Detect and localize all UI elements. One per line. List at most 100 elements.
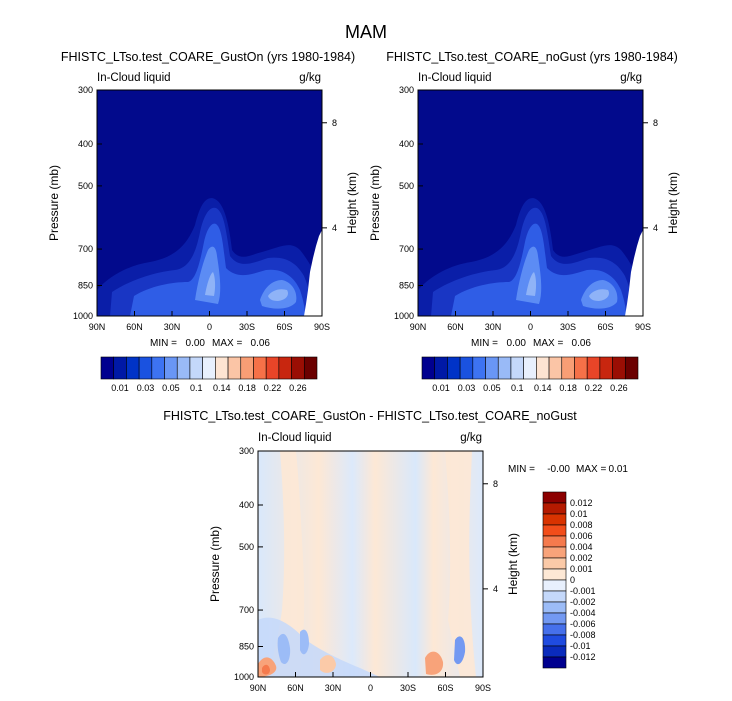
colorbar-box xyxy=(542,568,567,581)
y-tick-label: 300 xyxy=(78,85,93,95)
x-tick-label: 30N xyxy=(164,322,181,332)
y2-tick-label: 4 xyxy=(493,584,498,594)
colorbar-label: -0.006 xyxy=(570,619,596,629)
y-tick-label: 500 xyxy=(239,542,254,552)
y2-axis-label: Height (km) xyxy=(666,172,680,234)
colorbar-box xyxy=(542,579,567,592)
y-tick-label: 850 xyxy=(239,641,254,651)
colorbar-box xyxy=(510,356,524,380)
colorbar-box xyxy=(561,356,575,380)
colorbar-box xyxy=(548,356,563,380)
x-tick-label: 90N xyxy=(89,322,106,332)
colorbar-label: 0.22 xyxy=(585,383,603,393)
colorbar-box xyxy=(202,356,216,380)
contour-level-5 xyxy=(205,272,288,301)
x-tick-label: 30S xyxy=(560,322,576,332)
colorbar-label: -0.01 xyxy=(570,641,591,651)
positive-patch xyxy=(268,451,305,677)
height-axis: 84 xyxy=(483,479,498,594)
y-tick-label: 1000 xyxy=(394,311,414,321)
colorbar-label: -0.004 xyxy=(570,608,596,618)
y-tick-label: 500 xyxy=(399,181,414,191)
colorbar-box xyxy=(189,356,203,380)
colorbar-label: 0.26 xyxy=(610,383,628,393)
pressure-axis: 300 400 500 700 850 1000 xyxy=(394,85,423,321)
colorbar-box xyxy=(542,524,567,537)
units-label: g/kg xyxy=(620,72,642,84)
colorbar-label: 0.006 xyxy=(570,531,593,541)
max-value: 0.01 xyxy=(609,464,629,475)
y2-tick-label: 8 xyxy=(332,118,337,128)
colorbar-label: 0.008 xyxy=(570,520,593,530)
colorbar-box xyxy=(542,557,567,570)
contour-field xyxy=(417,89,644,317)
x-tick-label: 60N xyxy=(287,683,304,693)
y-axis-label: Pressure (mb) xyxy=(47,165,61,241)
y-tick-label: 1000 xyxy=(73,311,93,321)
colorbar-box xyxy=(599,356,613,380)
contour-level-5 xyxy=(526,272,609,301)
colorbar-box xyxy=(574,356,588,380)
negative-patch xyxy=(300,629,309,655)
colorbar-box xyxy=(459,356,474,380)
y-tick-label: 300 xyxy=(399,85,414,95)
y-tick-label: 1000 xyxy=(234,672,254,682)
colorbar-box xyxy=(542,513,567,526)
x-tick-label: 0 xyxy=(528,322,533,332)
colorbar-label: 0.01 xyxy=(570,509,588,519)
pressure-axis: 300 400 500 700 850 1000 xyxy=(234,446,263,682)
colorbar-box xyxy=(303,356,318,380)
panel-gust-on: FHISTC_LTso.test_COARE_GustOn (yrs 1980-… xyxy=(47,50,359,393)
units-label: g/kg xyxy=(299,72,321,84)
colorbar-box xyxy=(485,356,499,380)
x-tick-label: 60N xyxy=(126,322,143,332)
colorbar-label: -0.001 xyxy=(570,586,596,596)
colorbar-box xyxy=(497,356,512,380)
colorbar-box xyxy=(100,356,115,380)
colorbar-label: 0.001 xyxy=(570,564,593,574)
y2-axis-label: Height (km) xyxy=(506,533,520,595)
colorbar-box xyxy=(586,356,601,380)
max-label: MAX = xyxy=(576,464,606,475)
colorbar-label: 0.1 xyxy=(190,383,203,393)
y2-tick-label: 8 xyxy=(493,479,498,489)
positive-patch xyxy=(445,451,476,677)
colorbar-label: 0.002 xyxy=(570,553,593,563)
colorbar-box xyxy=(523,356,537,380)
units-label: g/kg xyxy=(460,432,482,444)
y-tick-label: 400 xyxy=(239,500,254,510)
field-name-label: In-Cloud liquid xyxy=(418,72,492,84)
colorbar-box xyxy=(542,656,567,669)
colorbar-box xyxy=(421,356,436,380)
colorbar-label: 0.01 xyxy=(111,383,129,393)
colorbar-box xyxy=(447,356,461,380)
y-tick-label: 700 xyxy=(239,605,254,615)
colorbar-label: 0.14 xyxy=(213,383,231,393)
panel-difference: FHISTC_LTso.test_COARE_GustOn - FHISTC_L… xyxy=(163,409,628,693)
colorbar-label: 0.05 xyxy=(162,383,180,393)
missing-region xyxy=(304,90,322,316)
x-tick-label: 30S xyxy=(239,322,255,332)
positive-patch xyxy=(425,651,444,675)
negative-patch xyxy=(258,617,380,677)
colorbar-box xyxy=(542,491,567,504)
max-value: 0.06 xyxy=(251,338,271,349)
min-label: MIN = xyxy=(508,464,535,475)
x-tick-label: 30S xyxy=(400,683,416,693)
y-tick-label: 300 xyxy=(239,446,254,456)
y2-axis-label: Height (km) xyxy=(345,172,359,234)
missing-region xyxy=(625,90,643,316)
x-tick-label: 60S xyxy=(276,322,292,332)
latitude-axis: 90N 60N 30N 0 30S 60S 90S xyxy=(89,311,330,332)
x-tick-label: 30N xyxy=(485,322,502,332)
x-tick-label: 0 xyxy=(368,683,373,693)
colorbar-label: 0.012 xyxy=(570,498,593,508)
min-value: -0.00 xyxy=(547,464,570,475)
colorbar-label: 0.03 xyxy=(458,383,476,393)
y-tick-label: 500 xyxy=(78,181,93,191)
max-value: 0.06 xyxy=(572,338,592,349)
field-name-label: In-Cloud liquid xyxy=(258,432,332,444)
colorbar-label: 0.26 xyxy=(289,383,307,393)
y-axis-label: Pressure (mb) xyxy=(208,526,222,602)
